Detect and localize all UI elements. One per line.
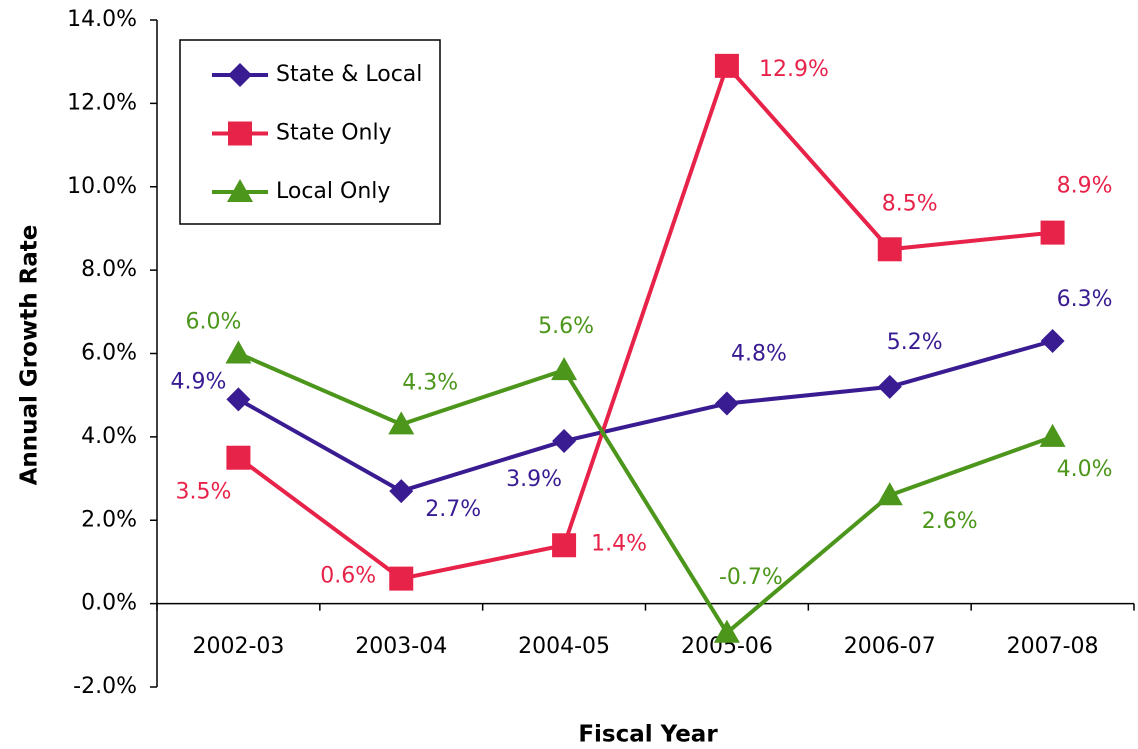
marker [1040, 220, 1065, 245]
series-line [237, 61, 1053, 581]
marker [225, 340, 252, 364]
marker [1040, 328, 1065, 353]
data-label: 3.9% [506, 467, 562, 492]
marker [389, 479, 414, 504]
y-tick-label: 6.0% [81, 341, 137, 366]
y-tick-label: 4.0% [81, 424, 137, 449]
x-tick-label: 2004-05 [518, 634, 610, 659]
series-line [237, 339, 1054, 494]
marker [552, 533, 577, 558]
y-tick-label: 12.0% [67, 90, 137, 115]
data-label: 8.5% [882, 191, 938, 216]
y-tick-label: -2.0% [73, 674, 137, 699]
data-label: 5.6% [538, 314, 594, 339]
legend-marker [228, 63, 252, 87]
marker [1039, 423, 1066, 447]
marker [713, 619, 740, 643]
y-tick-label: 0.0% [81, 591, 137, 616]
data-label: 2.7% [425, 497, 481, 522]
data-label: 6.0% [185, 310, 241, 335]
x-tick-label: 2003-04 [355, 634, 447, 659]
data-label: 5.2% [887, 330, 943, 355]
y-tick-label: 14.0% [67, 7, 137, 32]
y-axis-title: Annual Growth Rate [17, 225, 43, 486]
marker [876, 482, 903, 506]
marker [552, 429, 577, 454]
marker [226, 445, 251, 470]
marker [389, 566, 414, 591]
y-tick-label: 10.0% [67, 174, 137, 199]
legend-marker [227, 179, 253, 202]
legend-label: State Only [276, 121, 392, 146]
x-axis-title: Fiscal Year [578, 722, 718, 748]
legend-label: Local Only [276, 179, 390, 204]
series-line [237, 351, 1054, 636]
data-label: 0.6% [320, 564, 376, 589]
data-label: 4.9% [170, 369, 226, 394]
marker [551, 357, 578, 381]
x-tick-label: 2002-03 [192, 634, 284, 659]
data-label: 8.9% [1057, 174, 1113, 199]
marker [388, 411, 415, 435]
data-label: 6.3% [1057, 287, 1113, 312]
marker [877, 237, 902, 262]
data-label: 3.5% [175, 480, 231, 505]
marker [877, 374, 902, 399]
data-label: 4.0% [1057, 457, 1113, 482]
data-label: -0.7% [719, 565, 783, 590]
data-label: 1.4% [591, 531, 647, 556]
marker [714, 391, 739, 416]
data-label: 12.9% [759, 57, 829, 82]
y-tick-label: 2.0% [81, 507, 137, 532]
data-label: 4.3% [402, 370, 458, 395]
legend-marker [228, 121, 252, 146]
x-tick-label: 2007-08 [1007, 634, 1099, 659]
legend-label: State & Local [276, 62, 422, 87]
marker [714, 53, 739, 78]
x-tick-label: 2006-07 [844, 634, 936, 659]
y-tick-label: 8.0% [81, 257, 137, 282]
data-label: 2.6% [922, 509, 978, 534]
marker [226, 387, 251, 412]
data-label: 4.8% [731, 342, 787, 367]
